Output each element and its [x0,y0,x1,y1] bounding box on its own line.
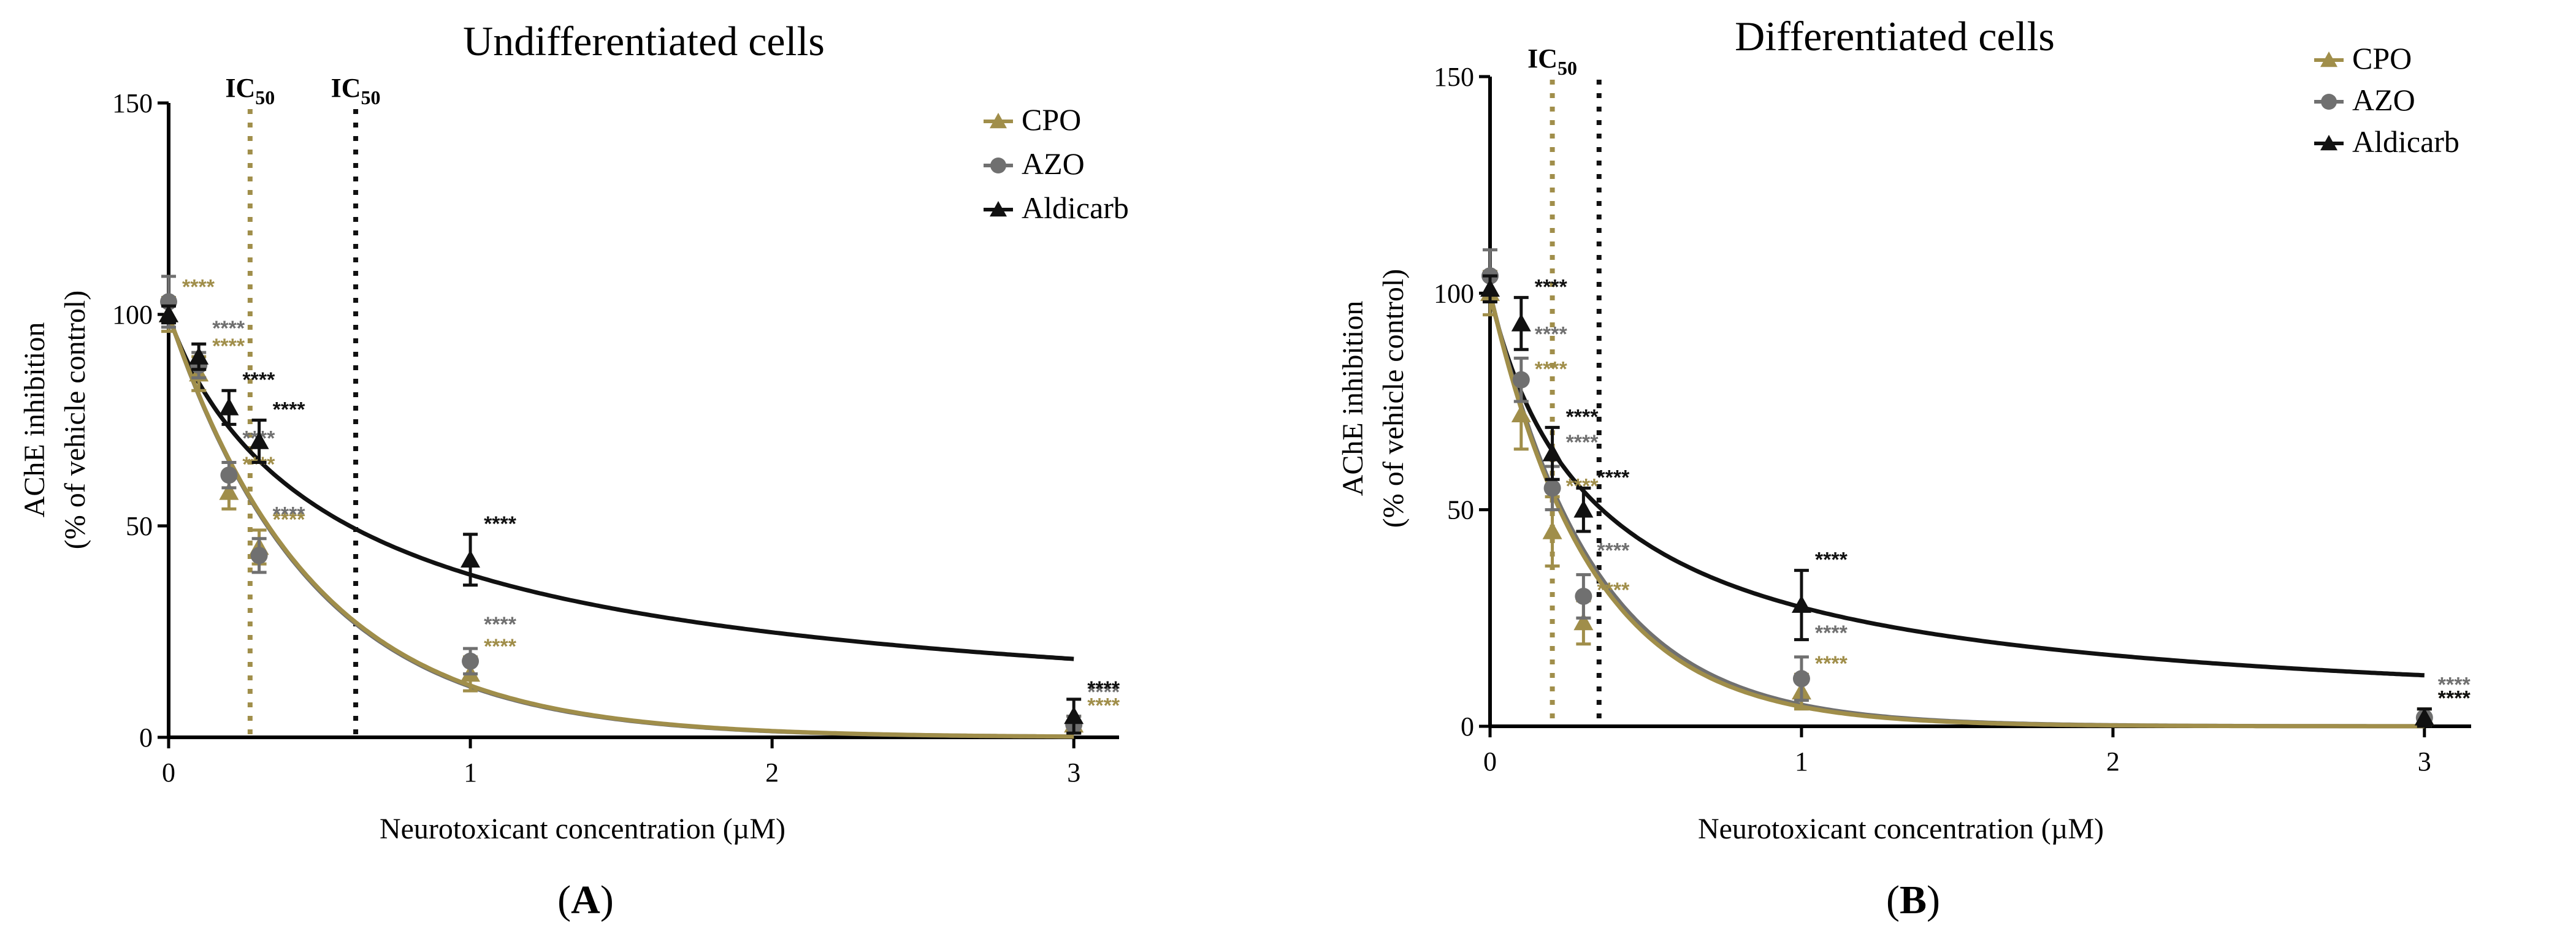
fit-curve-azo [1488,292,2425,729]
fit-curve-cpo [166,313,1074,739]
legend-label-cpo: CPO [1022,102,1081,137]
significance-label: **** [2438,687,2471,710]
x-tick-label: 1 [1795,747,1808,777]
significance-label: **** [1535,358,1568,381]
x-tick-label: 3 [2418,747,2431,777]
significance-label: **** [2438,687,2471,710]
data-point-azo [1543,479,1561,497]
data-point-azo [250,547,268,564]
y-tick-label: 150 [112,88,153,118]
y-tick-label: 0 [139,723,153,753]
data-point-aldicarb [1791,595,1811,613]
y-axis-label-units: (% of vehicle control) [59,291,91,549]
data-point-cpo [219,482,239,500]
legend-marker [2321,94,2337,110]
ic50-label: IC50 [1527,44,1577,79]
y-tick-label: 100 [1434,278,1474,308]
x-tick-label: 3 [1067,758,1080,788]
data-point-cpo [1542,522,1562,539]
data-point-azo [220,466,238,484]
fit-curve-cpo [1488,292,2425,729]
significance-label: **** [1535,322,1568,346]
significance-label: **** [1535,275,1568,298]
y-tick-label: 100 [112,300,153,330]
significance-label: **** [1087,694,1120,718]
data-point-aldicarb [1511,313,1531,332]
significance-label: **** [1566,405,1599,428]
data-point-azo [1575,588,1592,605]
significance-label: **** [1597,539,1630,563]
x-axis-label: Neurotoxicant concentration (µM) [380,813,785,845]
legend-marker [990,158,1006,173]
ic50-label: IC50 [331,73,381,108]
data-point-aldicarb [1064,706,1084,724]
data-point-aldicarb [159,305,178,322]
legend-marker [990,113,1007,129]
x-axis-label: Neurotoxicant concentration (µM) [1698,813,2104,845]
significance-label: **** [1087,681,1120,704]
significance-label: **** [1597,466,1630,489]
y-tick-label: 150 [1434,62,1474,92]
panel-caption: (A) [557,878,614,922]
y-tick-label: 50 [1447,495,1474,525]
x-tick-label: 2 [765,758,779,788]
significance-label: **** [2438,674,2471,697]
chart-title: Differentiated cells [1735,13,2055,59]
legend-label-cpo: CPO [2352,41,2412,75]
legend-label-azo: AZO [2352,83,2415,117]
chart-title: Undifferentiated cells [463,18,825,64]
legend-label-azo: AZO [1022,146,1085,181]
legend-marker [2320,51,2337,67]
data-point-aldicarb [189,347,209,365]
data-point-azo [462,652,480,670]
data-point-aldicarb [249,431,269,449]
panel-caption: (B) [1886,878,1940,922]
panel-a-undifferentiated: Undifferentiated cells AChE inhibition (% … [18,18,1129,922]
legend-marker [990,201,1007,217]
significance-label: **** [242,368,275,392]
significance-label: **** [484,613,517,636]
significance-label: **** [484,512,517,536]
data-point-aldicarb [461,550,481,568]
y-axis-label-units: (% of vehicle control) [1377,269,1410,528]
significance-label: **** [182,275,215,298]
data-point-cpo [1573,612,1594,631]
data-point-azo [1512,371,1530,389]
x-tick-label: 1 [464,758,477,788]
fit-curve-aldicarb [1488,292,2425,678]
significance-label: **** [1087,677,1120,701]
data-point-azo [1792,670,1810,688]
data-point-aldicarb [1542,443,1562,462]
significance-label: **** [1566,431,1599,454]
significance-label: **** [1815,549,1848,572]
x-tick-label: 0 [1483,747,1497,777]
data-point-aldicarb [1573,500,1594,518]
x-tick-label: 2 [2106,747,2120,777]
significance-label: **** [484,635,517,658]
significance-label: **** [1815,652,1848,675]
significance-label: **** [212,317,245,340]
data-point-cpo [1511,405,1531,422]
significance-label: **** [273,508,306,531]
legend-marker [2320,135,2337,151]
ic50-label: IC50 [225,73,275,108]
significance-label: **** [273,503,306,526]
legend-label-aldicarb: Aldicarb [1022,191,1129,225]
significance-label: **** [1815,621,1848,645]
legend-label-aldicarb: Aldicarb [2352,124,2459,159]
data-point-aldicarb [2414,707,2434,726]
y-tick-label: 50 [126,511,153,541]
significance-label: **** [212,335,245,358]
data-point-aldicarb [219,397,239,416]
y-axis-label: AChE inhibition [18,322,51,518]
significance-label: **** [1597,579,1630,602]
significance-label: **** [273,398,306,422]
fit-curve-aldicarb [166,313,1074,661]
panel-b-differentiated: Differentiated cells AChE inhibition (% of… [1337,13,2471,922]
data-point-aldicarb [1480,279,1500,297]
y-tick-label: 0 [1461,712,1474,742]
x-tick-label: 0 [162,758,175,788]
y-axis-label: AChE inhibition [1337,301,1369,496]
